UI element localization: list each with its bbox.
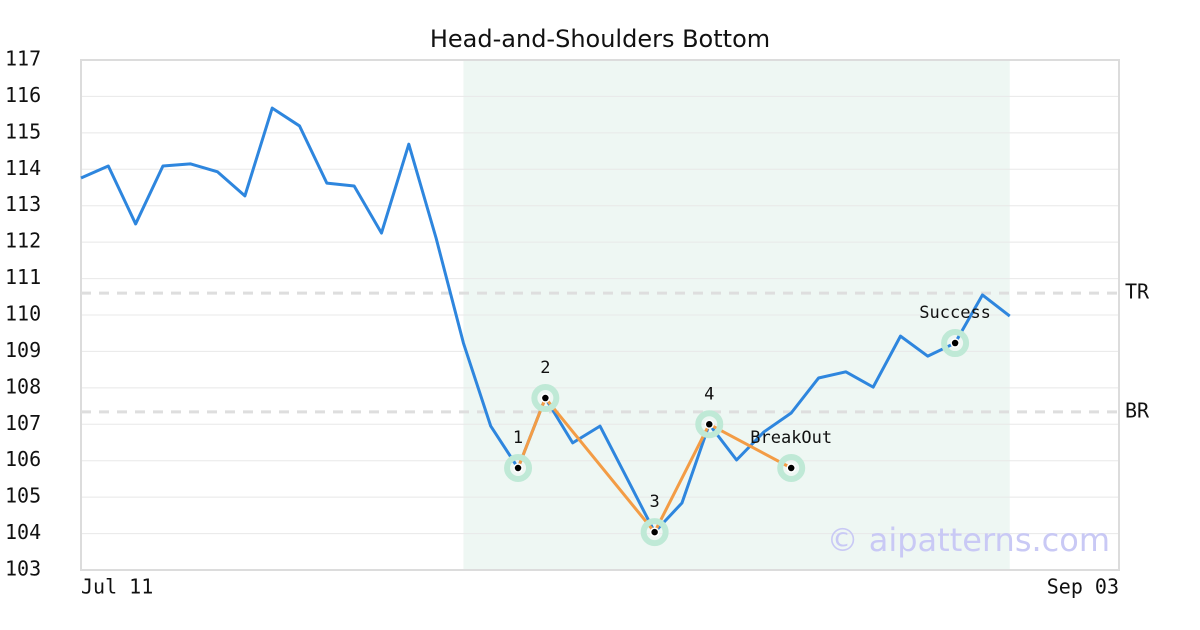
point-label: 4 <box>704 384 714 404</box>
chart-title: Head-and-Shoulders Bottom <box>430 25 770 53</box>
point-label: Success <box>919 303 991 323</box>
plot-frame <box>80 59 1120 571</box>
level-label: TR <box>1125 280 1150 304</box>
point-halo <box>777 454 806 482</box>
x-tick-label: Sep 03 <box>1047 575 1119 599</box>
y-tick-label: 111 <box>5 265 41 289</box>
y-tick-label: 103 <box>5 557 41 581</box>
x-tick-label: Jul 11 <box>81 575 153 599</box>
point-halo <box>695 410 724 439</box>
point-halo <box>531 384 560 413</box>
y-tick-label: 115 <box>5 119 41 143</box>
point-label: 2 <box>540 358 550 378</box>
point-dot <box>950 338 960 348</box>
level-label: BR <box>1125 398 1150 422</box>
y-tick-label: 104 <box>5 520 41 544</box>
point-halo <box>941 329 970 358</box>
y-tick-label: 112 <box>5 229 41 253</box>
y-tick-label: 117 <box>5 47 41 71</box>
y-tick-label: 107 <box>5 411 41 435</box>
y-tick-label: 105 <box>5 484 41 508</box>
y-tick-label: 114 <box>5 156 41 180</box>
point-halo <box>640 518 669 547</box>
point-halo <box>504 454 533 482</box>
y-tick-label: 113 <box>5 192 41 216</box>
watermark: © aipatterns.com <box>827 521 1110 559</box>
y-tick-label: 116 <box>5 83 41 107</box>
point-dot <box>540 393 551 403</box>
point-dot <box>513 463 523 473</box>
point-dot <box>649 527 660 537</box>
point-dot <box>786 463 796 473</box>
y-tick-label: 106 <box>5 447 41 471</box>
point-label: 1 <box>513 428 523 448</box>
point-label: BreakOut <box>750 428 832 448</box>
point-dot <box>704 419 715 430</box>
y-tick-label: 110 <box>5 302 41 326</box>
y-tick-label: 108 <box>5 374 41 398</box>
point-label: 3 <box>650 492 660 512</box>
y-tick-label: 109 <box>5 338 41 362</box>
